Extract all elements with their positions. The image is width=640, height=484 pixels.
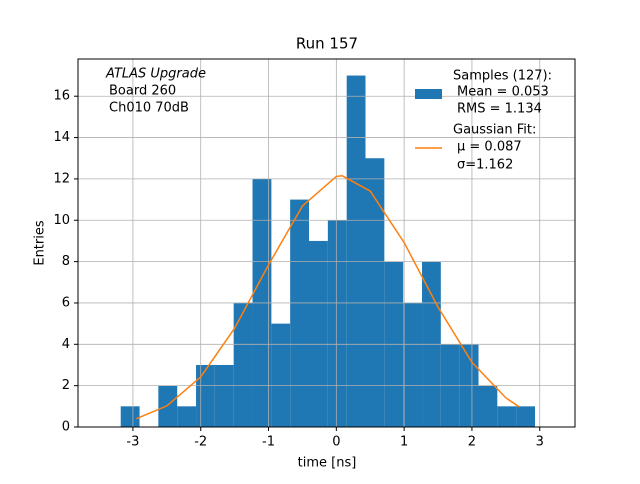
fit-line [136, 175, 520, 420]
bar [365, 158, 385, 427]
y-tick-label: 12 [53, 171, 70, 186]
bar [233, 302, 253, 427]
y-tick-label: 4 [62, 337, 70, 352]
legend-label: Samples (127): [453, 69, 552, 84]
bar [120, 406, 140, 427]
x-tick-label: 1 [400, 435, 408, 450]
legend-swatch [415, 89, 442, 99]
bar [214, 364, 234, 427]
x-axis-label: time [ns] [298, 456, 357, 471]
x-tick-label: 0 [332, 435, 340, 450]
legend-detail: μ = 0.087 [457, 140, 522, 155]
y-tick-label: 6 [62, 295, 70, 310]
chart-title: Run 157 [296, 35, 358, 53]
annotation: Ch010 70dB [109, 101, 189, 116]
annotation: ATLAS Upgrade [105, 67, 206, 82]
x-tick-label: 3 [536, 435, 544, 450]
bar [309, 240, 328, 427]
y-tick-label: 0 [62, 420, 70, 435]
legend-detail: σ=1.162 [457, 158, 513, 173]
bar [403, 302, 423, 427]
y-tick-label: 2 [62, 378, 70, 393]
x-tick-label: -2 [194, 435, 207, 450]
legend-label: Gaussian Fit: [453, 123, 536, 138]
bar [177, 406, 197, 427]
bar [290, 199, 310, 427]
y-tick-label: 14 [53, 130, 70, 145]
y-tick-label: 8 [62, 254, 70, 269]
annotation: Board 260 [109, 84, 176, 99]
bar [196, 364, 215, 427]
bar [271, 323, 291, 427]
y-tick-label: 16 [53, 89, 70, 104]
bar [478, 385, 498, 427]
y-axis-label: Entries [33, 220, 48, 266]
bar [327, 220, 347, 427]
bar [516, 406, 535, 427]
plot-frame [77, 58, 576, 428]
x-tick-label: -3 [126, 435, 139, 450]
legend-detail: Mean = 0.053 [457, 85, 549, 100]
y-tick-label: 10 [53, 213, 70, 228]
legend-detail: RMS = 1.134 [457, 102, 542, 117]
x-tick-label: 2 [468, 435, 476, 450]
x-tick-label: -1 [262, 435, 275, 450]
bar [158, 385, 178, 427]
bar [497, 406, 517, 427]
bar [346, 75, 366, 427]
